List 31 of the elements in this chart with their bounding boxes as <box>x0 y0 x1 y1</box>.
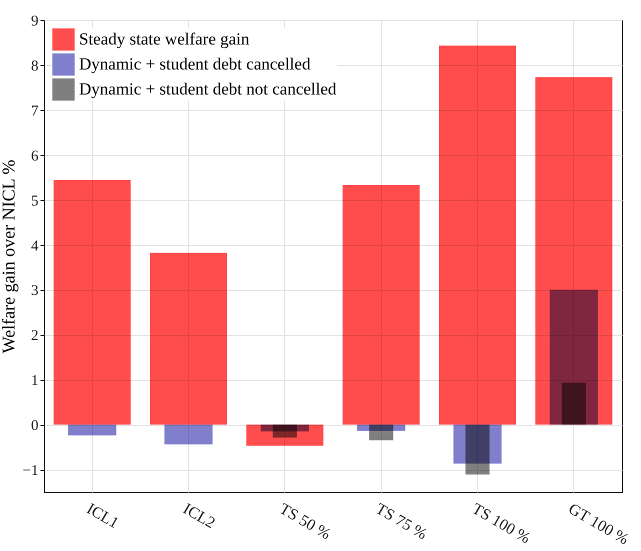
x-tick-label: TS 100 % <box>469 500 533 548</box>
bar <box>342 184 420 425</box>
legend-label: Dynamic + student debt not cancelled <box>79 80 337 98</box>
y-tick-label: 0 <box>31 418 38 434</box>
y-axis-title: Welfare gain over NICL % <box>0 160 19 354</box>
x-tick-label: ICL1 <box>84 500 122 532</box>
y-tick-label: 4 <box>31 238 39 254</box>
y-tick-label: 6 <box>31 148 39 164</box>
y-tick-label: 9 <box>31 14 38 30</box>
y-tick-label: 8 <box>31 58 38 74</box>
y-tick-label: 1 <box>31 373 38 390</box>
bar <box>438 46 516 425</box>
y-tick-label: −1 <box>22 463 38 480</box>
x-tick-label: GT 100 % <box>565 500 632 548</box>
x-tick-label: TS 50 % <box>276 500 334 544</box>
x-tick-label: ICL2 <box>180 500 218 532</box>
legend-label: Dynamic + student debt cancelled <box>79 54 311 74</box>
bar <box>54 180 131 425</box>
y-tick-label: 7 <box>31 103 39 120</box>
bar <box>164 424 213 444</box>
bar <box>68 424 116 436</box>
bar <box>562 382 586 425</box>
bar <box>272 424 297 438</box>
bar <box>465 424 490 474</box>
bar <box>369 424 394 440</box>
bar <box>150 252 228 425</box>
x-tick-label: TS 75 % <box>372 500 430 544</box>
y-tick-label: 5 <box>31 193 38 210</box>
legend-label: Steady state welfare gain <box>79 30 250 48</box>
y-tick-label: 2 <box>31 328 38 344</box>
y-tick-label: 3 <box>31 283 38 300</box>
